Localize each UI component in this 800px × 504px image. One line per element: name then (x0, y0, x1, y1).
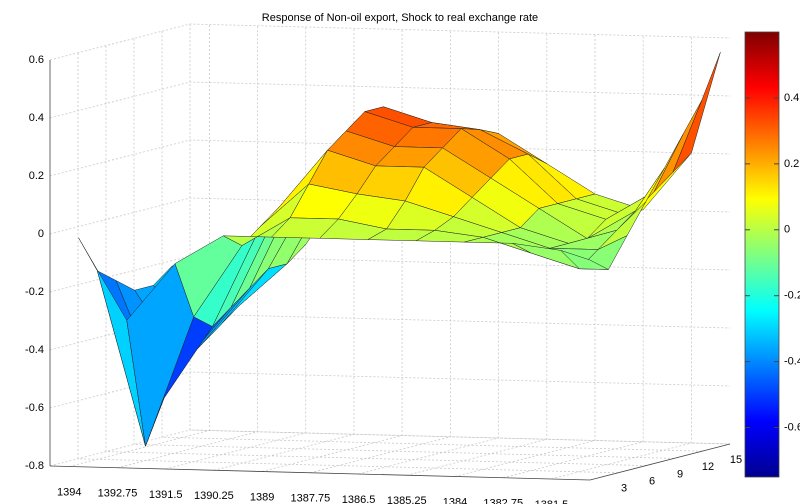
y-tick-label: 3 (621, 483, 627, 495)
x-tick-label: 1394 (57, 486, 81, 498)
z-tick-label: 0.4 (29, 112, 44, 124)
y-tick-label: 6 (649, 476, 655, 488)
grid-line (189, 24, 731, 445)
y-tick-label: 9 (677, 468, 683, 480)
grid-line (358, 32, 500, 475)
grid-line (49, 23, 731, 61)
y-tick-label: 12 (702, 461, 714, 473)
grid-line (503, 35, 644, 479)
x-tick-label: 1381.5 (535, 499, 569, 504)
surface-patch (560, 250, 609, 270)
grid-line (133, 38, 675, 459)
colorbar-label: 0.4 (784, 92, 799, 104)
x-tick-label: 1391.5 (149, 489, 183, 501)
axis-line (589, 443, 731, 481)
grid-line (49, 139, 731, 177)
grid-line (454, 34, 596, 477)
colorbar-label: -0.4 (784, 356, 800, 368)
axis-line (49, 465, 591, 481)
z-tick-label: -0.6 (25, 402, 44, 414)
colorbar (744, 31, 780, 478)
x-tick-label: 1390.25 (194, 490, 234, 502)
colorbar-label: -0.2 (784, 290, 800, 302)
x-tick-label: 1389 (250, 491, 274, 503)
x-tick-label: 1384 (443, 496, 467, 504)
grid-line (161, 31, 703, 452)
x-tick-label: 1385.25 (387, 495, 427, 504)
grid-line (551, 37, 692, 480)
grid-line (406, 33, 548, 476)
z-tick-label: -0.4 (25, 344, 44, 356)
colorbar-label: 0.2 (784, 158, 799, 170)
x-tick-label: 1386.5 (342, 494, 376, 504)
z-tick-label: 0.6 (29, 54, 44, 66)
colorbar-label: 0 (784, 224, 790, 236)
grid-line (310, 30, 451, 474)
grid-line (49, 371, 731, 409)
colorbar-label: -0.6 (784, 421, 800, 433)
z-tick-label: 0.2 (29, 170, 44, 182)
z-tick-label: -0.8 (25, 460, 44, 472)
x-tick-label: 1387.75 (290, 493, 330, 504)
grid-line (105, 45, 647, 466)
x-tick-label: 1392.75 (98, 488, 138, 500)
chart-title: Response of Non-oil export, Shock to rea… (262, 12, 538, 24)
x-tick-label: 1382.75 (483, 498, 523, 504)
grid-line (77, 52, 619, 474)
z-tick-label: 0 (38, 228, 44, 240)
y-tick-label: 15 (730, 454, 742, 466)
z-tick-label: -0.2 (25, 286, 44, 298)
